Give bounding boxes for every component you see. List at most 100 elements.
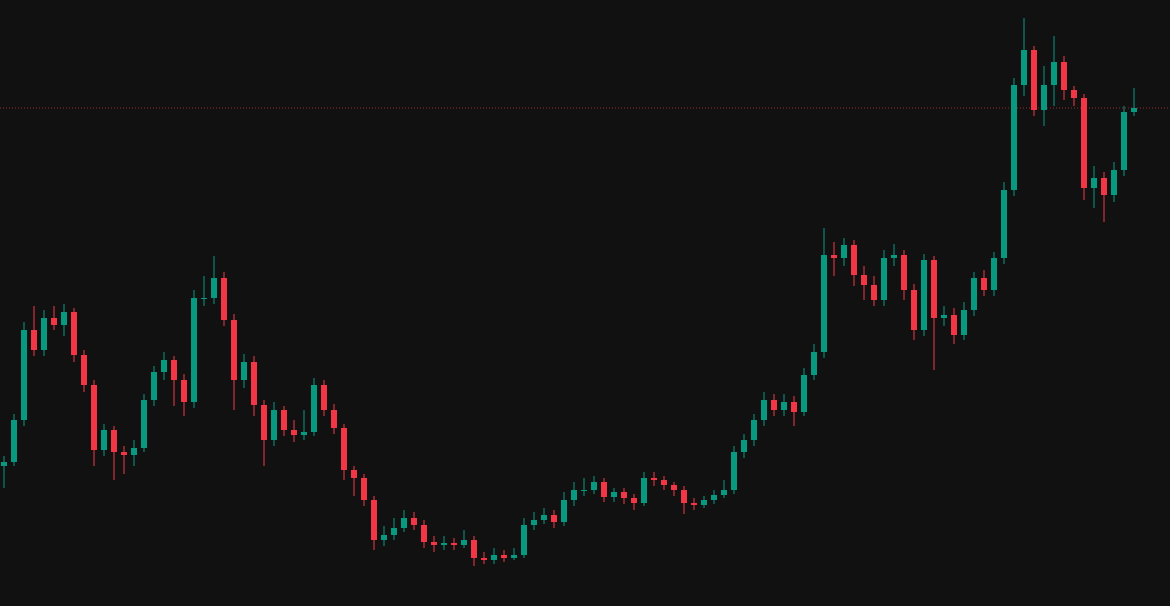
candle-body (971, 278, 977, 310)
candle-body (761, 400, 767, 420)
candle-body (21, 330, 27, 420)
candle-body (471, 540, 477, 558)
candle-body (591, 482, 597, 490)
candle-body (651, 478, 657, 480)
candle-body (891, 255, 897, 258)
candle-body (221, 278, 227, 320)
candle-body (351, 470, 357, 478)
candle-body (441, 543, 447, 545)
candle-body (171, 360, 177, 380)
candle-body (1081, 98, 1087, 188)
candle-body (521, 525, 527, 555)
candle-body (511, 555, 517, 558)
candle-body (231, 320, 237, 380)
candle-body (581, 490, 587, 491)
candle-body (131, 448, 137, 455)
candle-body (1, 462, 7, 466)
candle-body (361, 478, 367, 500)
candle-body (161, 360, 167, 372)
candle-body (81, 355, 87, 385)
candle-body (671, 485, 677, 490)
candle-body (1061, 62, 1067, 90)
candle-body (61, 312, 67, 325)
candle-body (551, 515, 557, 522)
candle-body (751, 420, 757, 440)
candle-body (611, 492, 617, 497)
candle-body (431, 542, 437, 545)
candle-body (51, 318, 57, 325)
candle-body (1021, 50, 1027, 85)
candle-body (311, 385, 317, 432)
candle-body (1131, 108, 1137, 112)
candle-body (371, 500, 377, 540)
candle-body (601, 482, 607, 497)
candle-body (531, 520, 537, 525)
candle-body (391, 528, 397, 535)
candle-body (11, 420, 17, 462)
candle-body (141, 400, 147, 448)
candle-body (691, 503, 697, 505)
candle-body (981, 278, 987, 290)
candle-body (111, 430, 117, 452)
candle-body (701, 500, 707, 505)
candle-body (181, 380, 187, 402)
candle-body (41, 318, 47, 350)
candle-body (771, 400, 777, 410)
candle-body (71, 312, 77, 355)
candle-body (571, 490, 577, 500)
candle-body (451, 543, 457, 545)
candle-body (1031, 50, 1037, 110)
candle-body (271, 410, 277, 440)
candle-body (461, 540, 467, 545)
candle-body (1011, 85, 1017, 190)
candle-body (831, 255, 837, 258)
candle-body (721, 490, 727, 495)
candle-body (1041, 85, 1047, 110)
candle-body (641, 478, 647, 503)
candle-body (1051, 62, 1057, 85)
candle-body (841, 245, 847, 258)
candle-body (1111, 170, 1117, 195)
candle-body (31, 330, 37, 350)
candle-body (281, 410, 287, 430)
candle-body (991, 258, 997, 290)
candle-body (791, 402, 797, 412)
candle-body (921, 260, 927, 330)
candle-body (1071, 90, 1077, 98)
candle-body (561, 500, 567, 522)
candle-body (411, 518, 417, 525)
candle-body (851, 245, 857, 275)
candle-body (961, 310, 967, 335)
candle-body (191, 298, 197, 402)
candle-body (901, 255, 907, 290)
candle-body (301, 432, 307, 435)
candle-body (401, 518, 407, 528)
candle-body (1001, 190, 1007, 258)
candle-body (261, 405, 267, 440)
candle-body (1121, 112, 1127, 170)
candle-body (381, 535, 387, 540)
candle-body (861, 275, 867, 285)
candle-body (211, 278, 217, 298)
candle-body (491, 555, 497, 560)
candle-body (711, 495, 717, 500)
candle-body (931, 260, 937, 318)
candle-body (151, 372, 157, 400)
candle-body (871, 285, 877, 300)
candle-body (811, 352, 817, 375)
candle-body (821, 255, 827, 352)
candle-body (501, 555, 507, 558)
candle-body (631, 498, 637, 503)
candle-body (681, 490, 687, 503)
candle-body (911, 290, 917, 330)
candle-body (621, 492, 627, 498)
candle-body (341, 428, 347, 470)
candle-body (661, 480, 667, 485)
candle-body (781, 402, 787, 410)
candle-body (801, 375, 807, 412)
candle-body (541, 515, 547, 520)
candle-body (91, 385, 97, 450)
candle-body (331, 410, 337, 428)
